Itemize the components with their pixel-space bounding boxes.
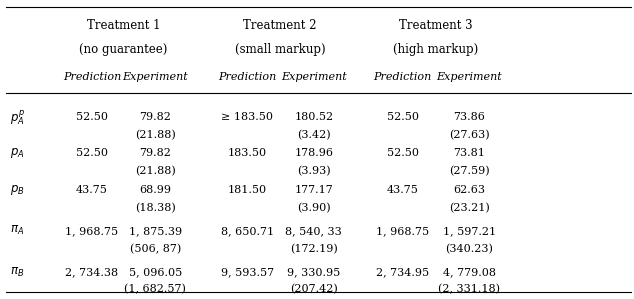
Text: 180.52: 180.52 (294, 112, 333, 122)
Text: 1, 875.39: 1, 875.39 (129, 226, 182, 236)
Text: 177.17: 177.17 (294, 185, 333, 195)
Text: $p_A$: $p_A$ (10, 146, 24, 160)
Text: (high markup): (high markup) (393, 43, 478, 56)
Text: 4, 779.08: 4, 779.08 (443, 268, 496, 278)
Text: (21.88): (21.88) (135, 130, 176, 140)
Text: Treatment 3: Treatment 3 (399, 19, 472, 32)
Text: Experiment: Experiment (436, 72, 502, 82)
Text: 73.86: 73.86 (453, 112, 485, 122)
Text: (172.19): (172.19) (290, 244, 338, 254)
Text: (207.42): (207.42) (290, 284, 338, 294)
Text: 1, 968.75: 1, 968.75 (376, 226, 429, 236)
Text: (506, 87): (506, 87) (130, 244, 181, 254)
Text: Treatment 2: Treatment 2 (243, 19, 317, 32)
Text: 2, 734.38: 2, 734.38 (65, 268, 119, 278)
Text: $\pi_A$: $\pi_A$ (10, 224, 23, 237)
Text: 79.82: 79.82 (139, 112, 171, 122)
Text: 5, 096.05: 5, 096.05 (129, 268, 182, 278)
Text: (27.63): (27.63) (449, 130, 489, 140)
Text: $p_A^p$: $p_A^p$ (10, 108, 25, 127)
Text: 43.75: 43.75 (76, 185, 108, 195)
Text: 2, 734.95: 2, 734.95 (376, 268, 429, 278)
Text: (3.93): (3.93) (297, 166, 331, 176)
Text: ≥ 183.50: ≥ 183.50 (221, 112, 273, 122)
Text: $p_B$: $p_B$ (10, 183, 24, 197)
Text: Prediction: Prediction (63, 72, 121, 82)
Text: 8, 540, 33: 8, 540, 33 (285, 226, 342, 236)
Text: 181.50: 181.50 (228, 185, 267, 195)
Text: Experiment: Experiment (281, 72, 347, 82)
Text: (2, 331.18): (2, 331.18) (438, 284, 500, 294)
Text: (small markup): (small markup) (235, 43, 325, 56)
Text: (no guarantee): (no guarantee) (79, 43, 168, 56)
Text: (18.38): (18.38) (135, 203, 176, 213)
Text: $\pi_B$: $\pi_B$ (10, 266, 23, 279)
Text: (3.42): (3.42) (297, 130, 331, 140)
Text: 52.50: 52.50 (76, 112, 108, 122)
Text: 62.63: 62.63 (453, 185, 485, 195)
Text: 1, 597.21: 1, 597.21 (443, 226, 496, 236)
Text: 183.50: 183.50 (228, 148, 267, 158)
Text: 68.99: 68.99 (139, 185, 171, 195)
Text: 43.75: 43.75 (387, 185, 418, 195)
Text: Prediction: Prediction (373, 72, 432, 82)
Text: 1, 968.75: 1, 968.75 (65, 226, 119, 236)
Text: 52.50: 52.50 (76, 148, 108, 158)
Text: (23.21): (23.21) (449, 203, 489, 213)
Text: 79.82: 79.82 (139, 148, 171, 158)
Text: Experiment: Experiment (122, 72, 188, 82)
Text: (27.59): (27.59) (449, 166, 489, 176)
Text: 73.81: 73.81 (453, 148, 485, 158)
Text: Prediction: Prediction (218, 72, 276, 82)
Text: 52.50: 52.50 (387, 148, 418, 158)
Text: (21.88): (21.88) (135, 166, 176, 176)
Text: 178.96: 178.96 (294, 148, 333, 158)
Text: (1, 682.57): (1, 682.57) (124, 284, 186, 294)
Text: (3.90): (3.90) (297, 203, 331, 213)
Text: Treatment 1: Treatment 1 (87, 19, 160, 32)
Text: 52.50: 52.50 (387, 112, 418, 122)
Text: 9, 330.95: 9, 330.95 (287, 268, 340, 278)
Text: 8, 650.71: 8, 650.71 (221, 226, 274, 236)
Text: (340.23): (340.23) (445, 244, 493, 254)
Text: 9, 593.57: 9, 593.57 (221, 268, 274, 278)
